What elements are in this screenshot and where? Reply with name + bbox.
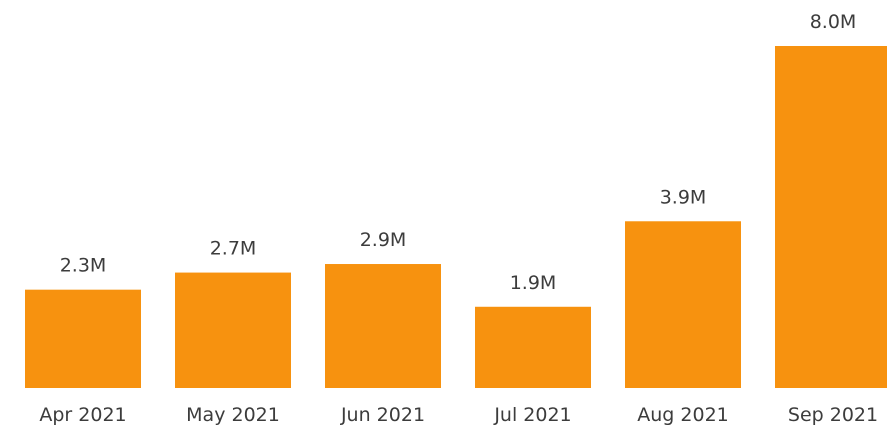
bar-apr-2021	[25, 289, 141, 388]
data-label-aug-2021: 3.9M	[660, 186, 707, 208]
x-tick-label-jul-2021: Jul 2021	[493, 404, 571, 426]
data-label-apr-2021: 2.3M	[60, 255, 107, 277]
data-label-sep-2021: 8.0M	[810, 11, 857, 33]
data-labels: 2.3M 2.7M 2.9M 1.9M 3.9M 8.0M	[60, 11, 857, 294]
bar-jun-2021	[325, 264, 441, 388]
data-label-may-2021: 2.7M	[210, 238, 257, 260]
x-tick-label-jun-2021: Jun 2021	[340, 404, 425, 426]
bar-jul-2021	[475, 306, 591, 388]
data-label-jul-2021: 1.9M	[510, 272, 557, 294]
x-tick-label-may-2021: May 2021	[186, 404, 280, 426]
x-tick-label-aug-2021: Aug 2021	[637, 404, 729, 426]
x-tick-label-sep-2021: Sep 2021	[788, 404, 878, 426]
x-tick-label-apr-2021: Apr 2021	[39, 404, 126, 426]
data-label-jun-2021: 2.9M	[360, 229, 407, 251]
bar-may-2021	[175, 272, 291, 388]
bar-aug-2021	[625, 221, 741, 388]
x-axis-tick-labels: Apr 2021 May 2021 Jun 2021 Jul 2021 Aug 2021…	[39, 404, 878, 426]
bars	[25, 46, 887, 388]
bar-sep-2021	[775, 46, 887, 388]
